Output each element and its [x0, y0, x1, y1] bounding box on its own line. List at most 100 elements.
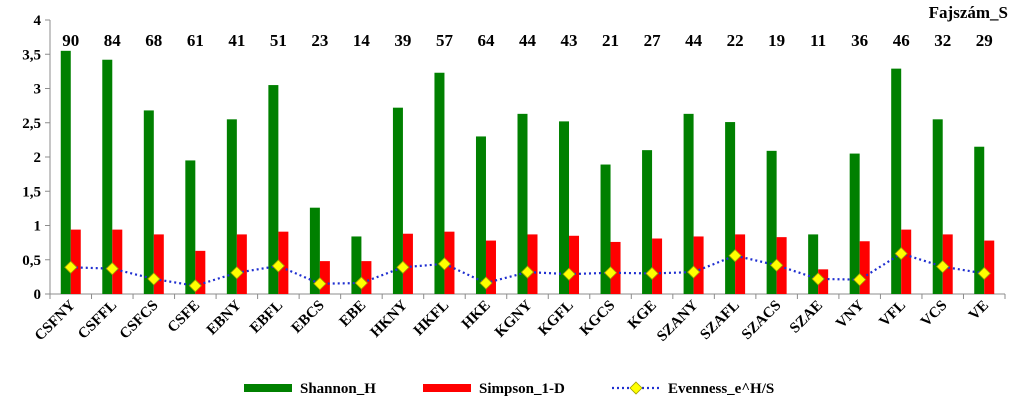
y-tick-label: 4	[34, 13, 42, 29]
species-count-label: 39	[394, 31, 411, 50]
bar-simpson-1-d	[610, 241, 621, 294]
x-category-label: VCS	[918, 298, 951, 331]
bar-simpson-1-d	[984, 240, 995, 294]
species-count-label: 23	[311, 31, 328, 50]
evenness-point	[936, 260, 950, 274]
bar-shannon-h	[185, 160, 196, 294]
species-count-label: 36	[851, 31, 868, 50]
evenness-point	[894, 247, 908, 261]
y-tick-label: 0,5	[22, 253, 41, 269]
x-category-label: VNY	[833, 297, 867, 331]
bar-shannon-h	[143, 110, 154, 294]
bar-shannon-h	[559, 121, 570, 294]
evenness-point	[811, 272, 825, 286]
x-category-label: KGCS	[577, 298, 618, 339]
evenness-series	[64, 247, 991, 293]
bar-shannon-h	[434, 72, 445, 295]
bar-shannon-h	[517, 113, 528, 294]
bar-shannon-h	[309, 207, 320, 294]
x-category-label: EBNY	[204, 297, 245, 338]
bar-shannon-h	[683, 113, 694, 294]
bar-shannon-h	[351, 236, 362, 294]
evenness-point	[603, 266, 618, 280]
bar-simpson-1-d	[153, 234, 164, 294]
bar-shannon-h	[766, 150, 777, 294]
bar-shannon-h	[849, 153, 860, 294]
x-category-label: CSFE	[165, 298, 203, 336]
legend-swatch-evenness-marker	[629, 381, 643, 395]
y-tick-label: 1,5	[22, 184, 41, 200]
species-count-label: 51	[270, 31, 287, 50]
species-count-label: 21	[602, 31, 619, 50]
bar-simpson-1-d	[319, 261, 330, 294]
x-category-label: VFL	[876, 298, 909, 331]
evenness-point	[562, 267, 576, 281]
legend: Shannon_H Simpson_1-D Evenness_e^H/S	[244, 381, 774, 397]
species-count-label: 44	[519, 31, 537, 50]
bar-shannon-h	[808, 234, 819, 294]
bar-simpson-1-d	[236, 234, 247, 294]
evenness-point	[437, 257, 452, 271]
evenness-point	[977, 266, 991, 281]
x-category-label: SZANY	[654, 297, 701, 344]
bar-simpson-1-d	[942, 234, 953, 294]
species-count-label: 22	[727, 31, 744, 50]
species-count-label: 46	[893, 31, 910, 50]
species-count-label: 19	[768, 31, 785, 50]
bar-shannon-h	[932, 119, 943, 294]
y-tick-label: 2,5	[22, 116, 41, 132]
species-counts: Fajszám_S 90 84 68 61 41 51 23 14 39 57 64 44 43 21 27…	[62, 3, 1008, 50]
bar-simpson-1-d	[278, 231, 289, 294]
y-tick-label: 0	[34, 287, 42, 303]
evenness-point	[147, 272, 161, 286]
x-category-label: EBCS	[289, 298, 328, 337]
evenness-point	[770, 258, 784, 272]
y-tick-label: 3,5	[22, 47, 41, 63]
bar-simpson-1-d	[361, 261, 372, 294]
x-category-label: SZAFL	[697, 298, 743, 344]
x-category-label: KGNY	[492, 297, 535, 340]
bar-simpson-1-d	[112, 229, 123, 294]
evenness-point	[354, 276, 368, 290]
species-count-label: 14	[353, 31, 371, 50]
species-count-label: 68	[145, 31, 162, 50]
evenness-point	[105, 262, 119, 276]
x-category-label: CSFCS	[117, 298, 162, 343]
species-count-label: 64	[477, 31, 495, 50]
x-category-label: SZACS	[739, 298, 785, 344]
bar-shannon-h	[226, 119, 237, 294]
species-count-label: 61	[187, 31, 204, 50]
x-category-label: SZAE	[787, 298, 826, 337]
bar-simpson-1-d	[859, 241, 870, 294]
x-category-label: HKFL	[411, 298, 452, 339]
bar-shannon-h	[974, 146, 985, 294]
species-count-label: 27	[644, 31, 662, 50]
bar-simpson-1-d	[195, 250, 206, 294]
evenness-point	[728, 249, 742, 263]
bar-simpson-1-d	[818, 269, 829, 294]
x-category-label: CSFNY	[32, 297, 79, 344]
species-count-label: 41	[228, 31, 245, 50]
bar-shannon-h	[102, 59, 113, 295]
evenness-point	[64, 260, 78, 274]
evenness-point	[230, 266, 244, 280]
species-title: Fajszám_S	[929, 3, 1008, 22]
bar-shannon-h	[725, 122, 736, 294]
bar-simpson-1-d	[70, 229, 81, 294]
evenness-line	[70, 252, 985, 287]
species-count-label: 44	[685, 31, 703, 50]
legend-label-shannon-h: Shannon_H	[300, 381, 376, 397]
bar-shannon-h	[891, 68, 902, 294]
bar-simpson-1-d	[652, 238, 663, 294]
bar-simpson-1-d	[693, 236, 704, 294]
y-tick-label: 2	[34, 150, 42, 166]
species-count-label: 11	[810, 31, 826, 50]
x-category-label: EBFL	[247, 298, 286, 337]
y-tick-label: 1	[34, 219, 42, 235]
bar-simpson-1-d	[901, 229, 912, 294]
x-category-label: KGFL	[535, 298, 576, 339]
bar-shannon-h	[475, 136, 486, 294]
bar-shannon-h	[60, 50, 71, 295]
